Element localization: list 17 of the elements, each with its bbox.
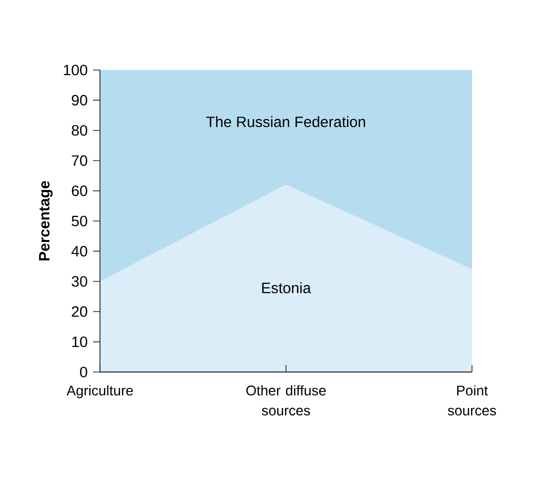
series-label: The Russian Federation: [206, 116, 366, 128]
y-tick-label: 80: [72, 125, 88, 136]
x-tick-label: Other diffuse sources: [246, 385, 326, 416]
y-tick-label: 60: [72, 185, 88, 196]
y-tick-label: 100: [64, 64, 88, 76]
x-tick-label: Point sources: [448, 385, 496, 416]
y-tick-label: 70: [72, 155, 88, 166]
series-label: Estonia: [262, 282, 312, 294]
y-tick-label: 20: [72, 306, 88, 317]
y-tick-label: 40: [71, 246, 88, 257]
x-tick-label: Agriculture: [66, 385, 133, 398]
y-tick-label: 10: [72, 336, 88, 348]
y-tick-label: 90: [72, 94, 88, 106]
y-tick-label: 0: [80, 366, 88, 378]
y-tick-label: 50: [72, 216, 88, 226]
y-axis-title: Percentage: [39, 181, 53, 260]
y-tick-label: 30: [72, 276, 88, 287]
